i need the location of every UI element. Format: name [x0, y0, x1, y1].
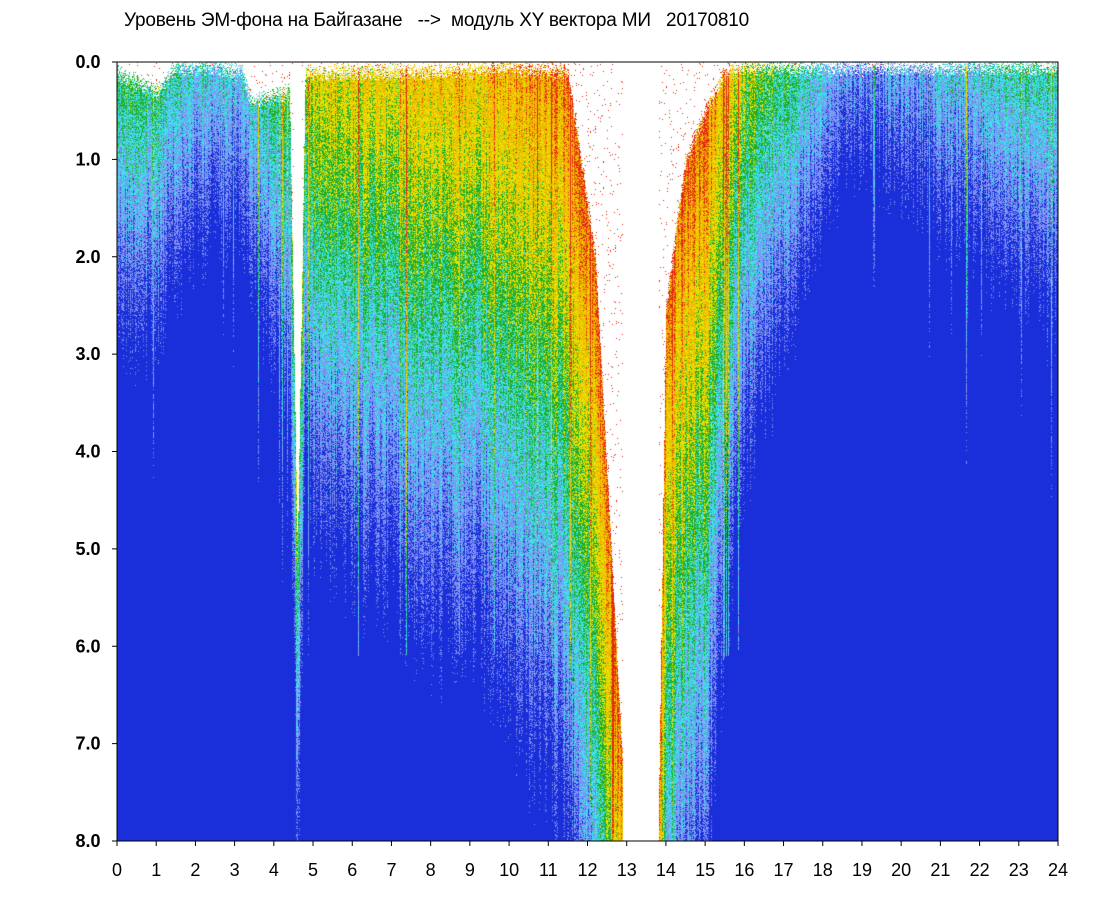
- x-tick-label: 22: [970, 860, 990, 880]
- y-axis: 0.0 1.0 2.0 3.0 4.0 5.0 6.0 7.0 8.0: [75, 52, 117, 851]
- x-tick-label: 24: [1048, 860, 1068, 880]
- x-tick-label: 15: [695, 860, 715, 880]
- x-tick-label: 17: [774, 860, 794, 880]
- x-axis: 0 1 2 3 4 5 6 7 8 9 10 11 12 13 14 15 16 17 18 19 20 21 22 23 24: [112, 841, 1068, 880]
- x-tick-label: 0: [112, 860, 122, 880]
- x-tick-label: 3: [230, 860, 240, 880]
- x-tick-label: 4: [269, 860, 279, 880]
- x-tick-label: 2: [190, 860, 200, 880]
- x-tick-label: 10: [499, 860, 519, 880]
- y-tick-label: 0.0: [75, 52, 100, 72]
- x-tick-label: 7: [386, 860, 396, 880]
- x-tick-label: 13: [617, 860, 637, 880]
- x-tick-label: 9: [465, 860, 475, 880]
- x-tick-label: 20: [891, 860, 911, 880]
- heatmap-plot: [117, 62, 1058, 841]
- x-tick-label: 18: [813, 860, 833, 880]
- x-tick-label: 6: [347, 860, 357, 880]
- y-tick-label: 7.0: [75, 734, 100, 754]
- x-tick-label: 5: [308, 860, 318, 880]
- chart-title: Уровень ЭМ-фона на Байгазане --> модуль …: [124, 10, 749, 31]
- x-tick-label: 1: [151, 860, 161, 880]
- y-tick-label: 2.0: [75, 247, 100, 267]
- x-tick-label: 16: [734, 860, 754, 880]
- x-tick-label: 19: [852, 860, 872, 880]
- y-tick-label: 8.0: [75, 831, 100, 851]
- y-tick-label: 5.0: [75, 539, 100, 559]
- y-tick-label: 3.0: [75, 344, 100, 364]
- y-tick-label: 4.0: [75, 442, 100, 462]
- x-tick-label: 21: [930, 860, 950, 880]
- x-tick-label: 12: [577, 860, 597, 880]
- plot-frame: [116, 61, 1059, 842]
- y-tick-label: 6.0: [75, 636, 100, 656]
- x-tick-label: 8: [426, 860, 436, 880]
- x-tick-label: 23: [1009, 860, 1029, 880]
- x-tick-label: 11: [539, 860, 558, 880]
- x-tick-label: 14: [656, 860, 676, 880]
- y-tick-label: 1.0: [75, 149, 100, 169]
